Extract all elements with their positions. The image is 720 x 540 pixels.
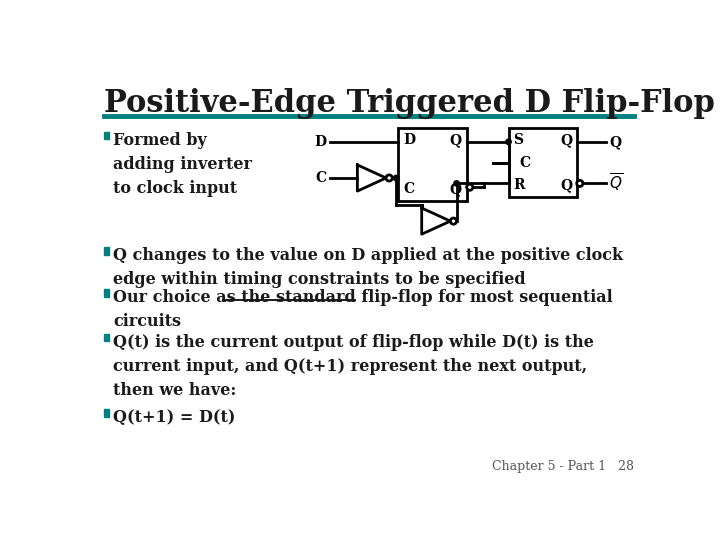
Text: S: S — [513, 133, 523, 147]
Text: R: R — [513, 178, 525, 192]
Text: Q: Q — [560, 133, 572, 147]
Bar — [104, 132, 109, 139]
Bar — [508, 128, 577, 197]
Text: Formed by
adding inverter
to clock input: Formed by adding inverter to clock input — [113, 132, 252, 197]
Bar — [104, 289, 109, 296]
Text: C: C — [519, 156, 531, 170]
Text: Q: Q — [450, 182, 462, 196]
Circle shape — [393, 176, 399, 181]
Bar — [398, 128, 467, 201]
Circle shape — [505, 139, 511, 145]
Text: Q: Q — [560, 178, 572, 192]
Text: Q changes to the value on D applied at the positive clock
edge within timing con: Q changes to the value on D applied at t… — [113, 247, 624, 288]
Circle shape — [577, 180, 583, 186]
Text: Q(t+1) = D(t): Q(t+1) = D(t) — [113, 409, 235, 426]
Text: $\overline{Q}$: $\overline{Q}$ — [609, 172, 624, 194]
Circle shape — [451, 218, 456, 224]
Text: Q: Q — [609, 135, 621, 149]
Text: Chapter 5 - Part 1   28: Chapter 5 - Part 1 28 — [492, 460, 634, 473]
Text: Q(t) is the current output of flip-flop while D(t) is the
current input, and Q(t: Q(t) is the current output of flip-flop … — [113, 334, 594, 399]
Text: Our choice as the standard flip-flop for most sequential
circuits: Our choice as the standard flip-flop for… — [113, 289, 613, 330]
Text: D: D — [403, 133, 415, 147]
Bar — [104, 334, 109, 341]
Circle shape — [454, 181, 459, 186]
Text: C: C — [315, 171, 326, 185]
Bar — [104, 409, 109, 417]
Circle shape — [467, 184, 473, 190]
Text: Positive-Edge Triggered D Flip-Flop: Positive-Edge Triggered D Flip-Flop — [104, 88, 715, 119]
Bar — [104, 247, 109, 255]
Text: D: D — [314, 135, 326, 149]
Text: Q: Q — [450, 133, 462, 147]
Circle shape — [386, 175, 392, 181]
Text: C: C — [403, 182, 414, 196]
